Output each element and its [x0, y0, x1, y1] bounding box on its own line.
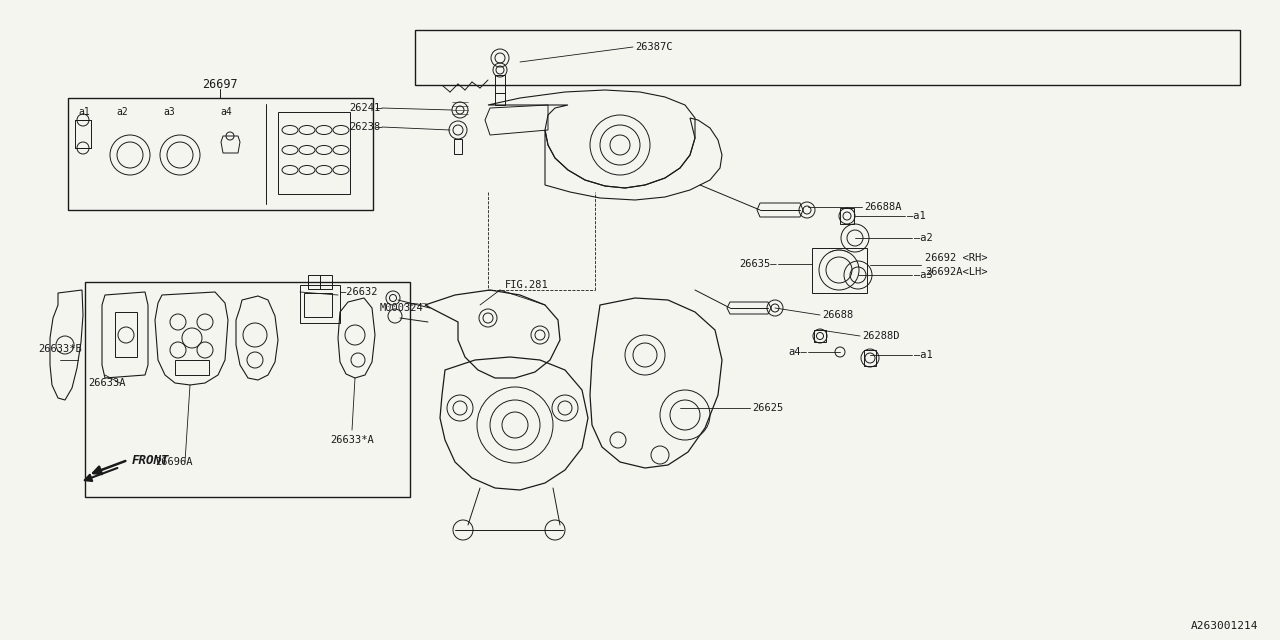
- Bar: [454, 139, 462, 154]
- Bar: [76, 120, 91, 148]
- Text: 26688: 26688: [822, 310, 854, 320]
- Text: a4: a4: [220, 107, 232, 117]
- Bar: [84, 282, 410, 497]
- Text: 26288D: 26288D: [861, 331, 900, 341]
- Text: 26238: 26238: [348, 122, 380, 132]
- Bar: [840, 208, 854, 224]
- Text: 26692A<LH>: 26692A<LH>: [925, 267, 987, 277]
- Bar: [864, 350, 876, 366]
- Text: 26697: 26697: [202, 77, 238, 90]
- Text: a2: a2: [116, 107, 128, 117]
- Text: —: —: [376, 103, 381, 113]
- Text: 26688A: 26688A: [864, 202, 901, 212]
- Text: 26633A: 26633A: [88, 378, 125, 388]
- Text: A263001214: A263001214: [1190, 621, 1258, 631]
- Bar: [320, 275, 332, 289]
- Text: a4—: a4—: [788, 347, 806, 357]
- Text: FIG.281: FIG.281: [506, 280, 549, 290]
- Bar: [278, 112, 349, 194]
- Text: FRONT: FRONT: [132, 454, 169, 467]
- Text: —a3: —a3: [914, 270, 933, 280]
- Text: 26241: 26241: [348, 103, 380, 113]
- Text: 26633*A: 26633*A: [330, 435, 374, 445]
- Bar: [68, 98, 372, 210]
- Bar: [175, 360, 209, 375]
- Text: 26387C: 26387C: [635, 42, 672, 52]
- Text: 26635—: 26635—: [740, 259, 777, 269]
- Text: 26633*B: 26633*B: [38, 344, 82, 354]
- Text: a1: a1: [78, 107, 90, 117]
- Text: —a2: —a2: [914, 233, 933, 243]
- Text: 26692 <RH>: 26692 <RH>: [925, 253, 987, 263]
- Text: —26632: —26632: [340, 287, 378, 297]
- Bar: [308, 275, 320, 289]
- Bar: [115, 312, 137, 357]
- Bar: [812, 248, 867, 293]
- Bar: [495, 93, 506, 105]
- Text: —a1: —a1: [914, 350, 933, 360]
- Bar: [305, 293, 332, 317]
- Text: 26696A: 26696A: [155, 457, 192, 467]
- Text: —: —: [376, 122, 381, 132]
- Bar: [495, 75, 506, 93]
- Text: M000324: M000324: [380, 303, 424, 313]
- Bar: [300, 285, 340, 323]
- Bar: [814, 330, 826, 342]
- Text: a3: a3: [163, 107, 175, 117]
- Text: 26625: 26625: [753, 403, 783, 413]
- Text: —a1: —a1: [908, 211, 925, 221]
